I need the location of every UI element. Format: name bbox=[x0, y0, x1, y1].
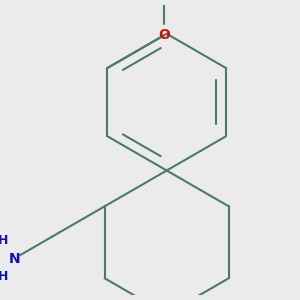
Text: H: H bbox=[0, 270, 8, 283]
Text: O: O bbox=[158, 28, 170, 43]
Text: N: N bbox=[8, 251, 20, 266]
Text: H: H bbox=[0, 234, 8, 247]
